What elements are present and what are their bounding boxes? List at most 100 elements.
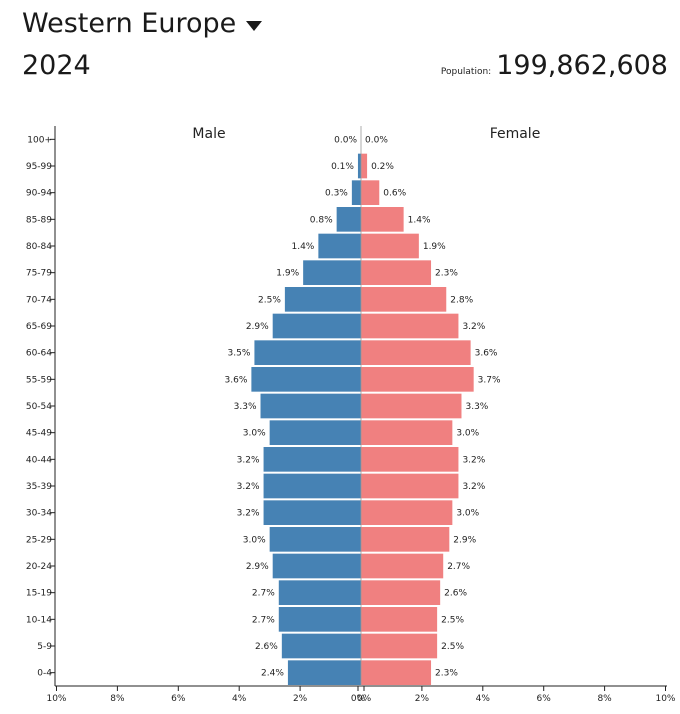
male-value-label: 2.7% [252, 615, 275, 625]
male-value-label: 2.9% [246, 322, 269, 332]
female-bar [361, 660, 432, 685]
y-tick-label: 90-94 [26, 189, 52, 199]
male-bar [263, 473, 361, 499]
y-tick-label: 70-74 [26, 295, 52, 305]
male-value-label: 0.8% [310, 215, 333, 225]
female-bar [361, 500, 453, 525]
female-value-label: 2.8% [450, 295, 473, 305]
male-value-label: 0.1% [331, 162, 354, 172]
x-tick-label: 10% [655, 694, 675, 704]
female-value-label: 3.2% [462, 322, 485, 332]
male-bar [272, 553, 361, 579]
female-bar [361, 287, 447, 312]
population-readout: Population: 199,862,608 [441, 50, 668, 81]
female-value-label: 3.2% [462, 482, 485, 492]
female-value-label: 3.0% [456, 429, 479, 439]
y-tick-label: 40-44 [26, 455, 52, 465]
female-bar [361, 420, 453, 445]
female-value-label: 3.0% [456, 509, 479, 519]
male-bar [263, 500, 361, 525]
male-bar [272, 313, 361, 339]
female-value-label: 2.5% [441, 615, 464, 625]
y-tick-label: 50-54 [26, 402, 52, 412]
female-bar [361, 633, 438, 659]
y-tick-label: 20-24 [26, 562, 52, 572]
female-value-label: 2.5% [441, 642, 464, 652]
male-bar [351, 180, 361, 205]
female-bar [361, 553, 444, 579]
female-bar [361, 393, 462, 419]
x-tick-label: 2% [415, 694, 430, 704]
female-value-label: 2.3% [435, 269, 458, 279]
y-tick-label: 85-89 [26, 215, 52, 225]
y-tick-label: 65-69 [26, 322, 52, 332]
y-tick-label: 35-39 [26, 482, 52, 492]
female-value-label: 0.0% [365, 135, 388, 145]
female-bar [361, 153, 368, 179]
male-value-label: 0.0% [334, 135, 357, 145]
male-bar [318, 233, 361, 259]
female-value-label: 1.4% [408, 215, 431, 225]
male-value-label: 3.0% [243, 429, 266, 439]
male-bar [251, 367, 361, 392]
region-title[interactable]: Western Europe [22, 8, 237, 39]
female-bar [361, 527, 450, 552]
male-value-label: 2.4% [261, 669, 284, 679]
male-bar [357, 153, 361, 179]
x-tick-label: 10% [46, 694, 66, 704]
male-bar [269, 420, 361, 445]
female-bar [361, 340, 471, 365]
male-bar [278, 607, 361, 632]
y-tick-label: 15-19 [26, 589, 52, 599]
female-bar [361, 260, 432, 285]
male-value-label: 0.3% [325, 189, 348, 199]
male-bar [303, 260, 361, 285]
caret-down-icon[interactable] [246, 20, 263, 31]
female-bar [361, 180, 380, 205]
male-bar [336, 207, 361, 232]
female-value-label: 3.2% [462, 455, 485, 465]
header: Western Europe 2024 Population: 199,862,… [0, 0, 680, 100]
female-bar [361, 580, 441, 605]
year-label: 2024 [22, 50, 91, 81]
x-tick-label: 8% [597, 694, 612, 704]
male-bar [281, 633, 361, 659]
x-tick-label: 8% [110, 694, 125, 704]
male-value-label: 1.9% [276, 269, 299, 279]
male-series-label: Male [192, 126, 225, 142]
male-value-label: 3.0% [243, 535, 266, 545]
y-tick-label: 55-59 [26, 375, 52, 385]
female-series-label: Female [490, 126, 541, 142]
female-bar [361, 313, 459, 339]
male-value-label: 3.3% [234, 402, 257, 412]
x-tick-label: 6% [537, 694, 552, 704]
population-value: 199,862,608 [496, 50, 668, 81]
x-tick-label: 4% [232, 694, 247, 704]
male-bar [269, 527, 361, 552]
male-value-label: 2.6% [255, 642, 278, 652]
x-tick-label: 0% [351, 694, 366, 704]
y-tick-label: 30-34 [26, 509, 52, 519]
female-bar [361, 233, 419, 259]
female-value-label: 2.9% [453, 535, 476, 545]
male-bar [278, 580, 361, 605]
y-tick-label: 45-49 [26, 429, 52, 439]
y-tick-label: 100+ [27, 135, 52, 145]
female-value-label: 2.3% [435, 669, 458, 679]
female-value-label: 2.6% [444, 589, 467, 599]
female-value-label: 2.7% [447, 562, 470, 572]
female-bar [361, 473, 459, 499]
female-value-label: 0.2% [371, 162, 394, 172]
male-bar [254, 340, 361, 365]
y-tick-label: 5-9 [37, 642, 52, 652]
y-tick-label: 75-79 [26, 269, 52, 279]
y-tick-label: 25-29 [26, 535, 52, 545]
y-tick-label: 95-99 [26, 162, 52, 172]
male-value-label: 3.2% [237, 455, 260, 465]
male-bar [287, 660, 361, 685]
male-value-label: 2.5% [258, 295, 281, 305]
region-selector[interactable]: Western Europe [22, 8, 263, 39]
female-value-label: 0.6% [383, 189, 406, 199]
female-bar [361, 367, 474, 392]
x-tick-label: 6% [171, 694, 186, 704]
